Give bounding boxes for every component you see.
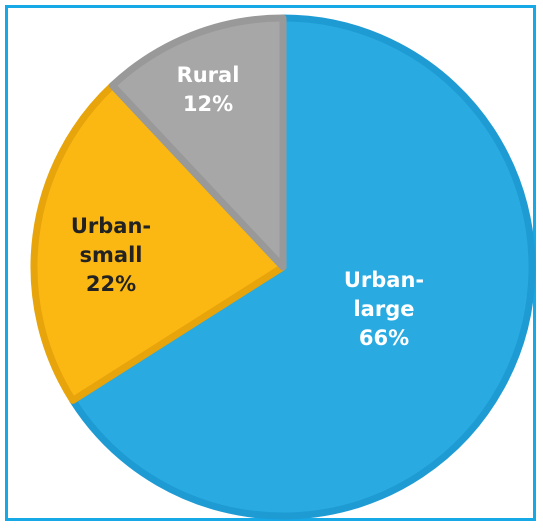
slice-label-line: Urban- (344, 268, 424, 292)
slice-label-line: Urban- (71, 214, 151, 238)
slice-label-line: 66% (359, 326, 409, 350)
pie-slice-rural (109, 14, 287, 271)
slice-label-rural: Rural 12% (177, 63, 240, 116)
slice-label-line: small (80, 243, 143, 267)
slice-label-line: 12% (183, 92, 233, 116)
slice-label-urban-large: Urban-large 66% (344, 268, 424, 350)
slice-label-line: large (353, 297, 414, 321)
pie-slices (30, 14, 536, 520)
pie-labels: Urban-large 66% Urban-small 22% Rural 12% (71, 63, 424, 350)
slice-label-line: Rural (177, 63, 240, 87)
slice-label-line: 22% (86, 272, 136, 296)
pie-slice-urban-small (30, 81, 287, 404)
pie-slice-urban-large (69, 14, 536, 520)
slice-label-urban-small: Urban-small 22% (71, 214, 151, 296)
